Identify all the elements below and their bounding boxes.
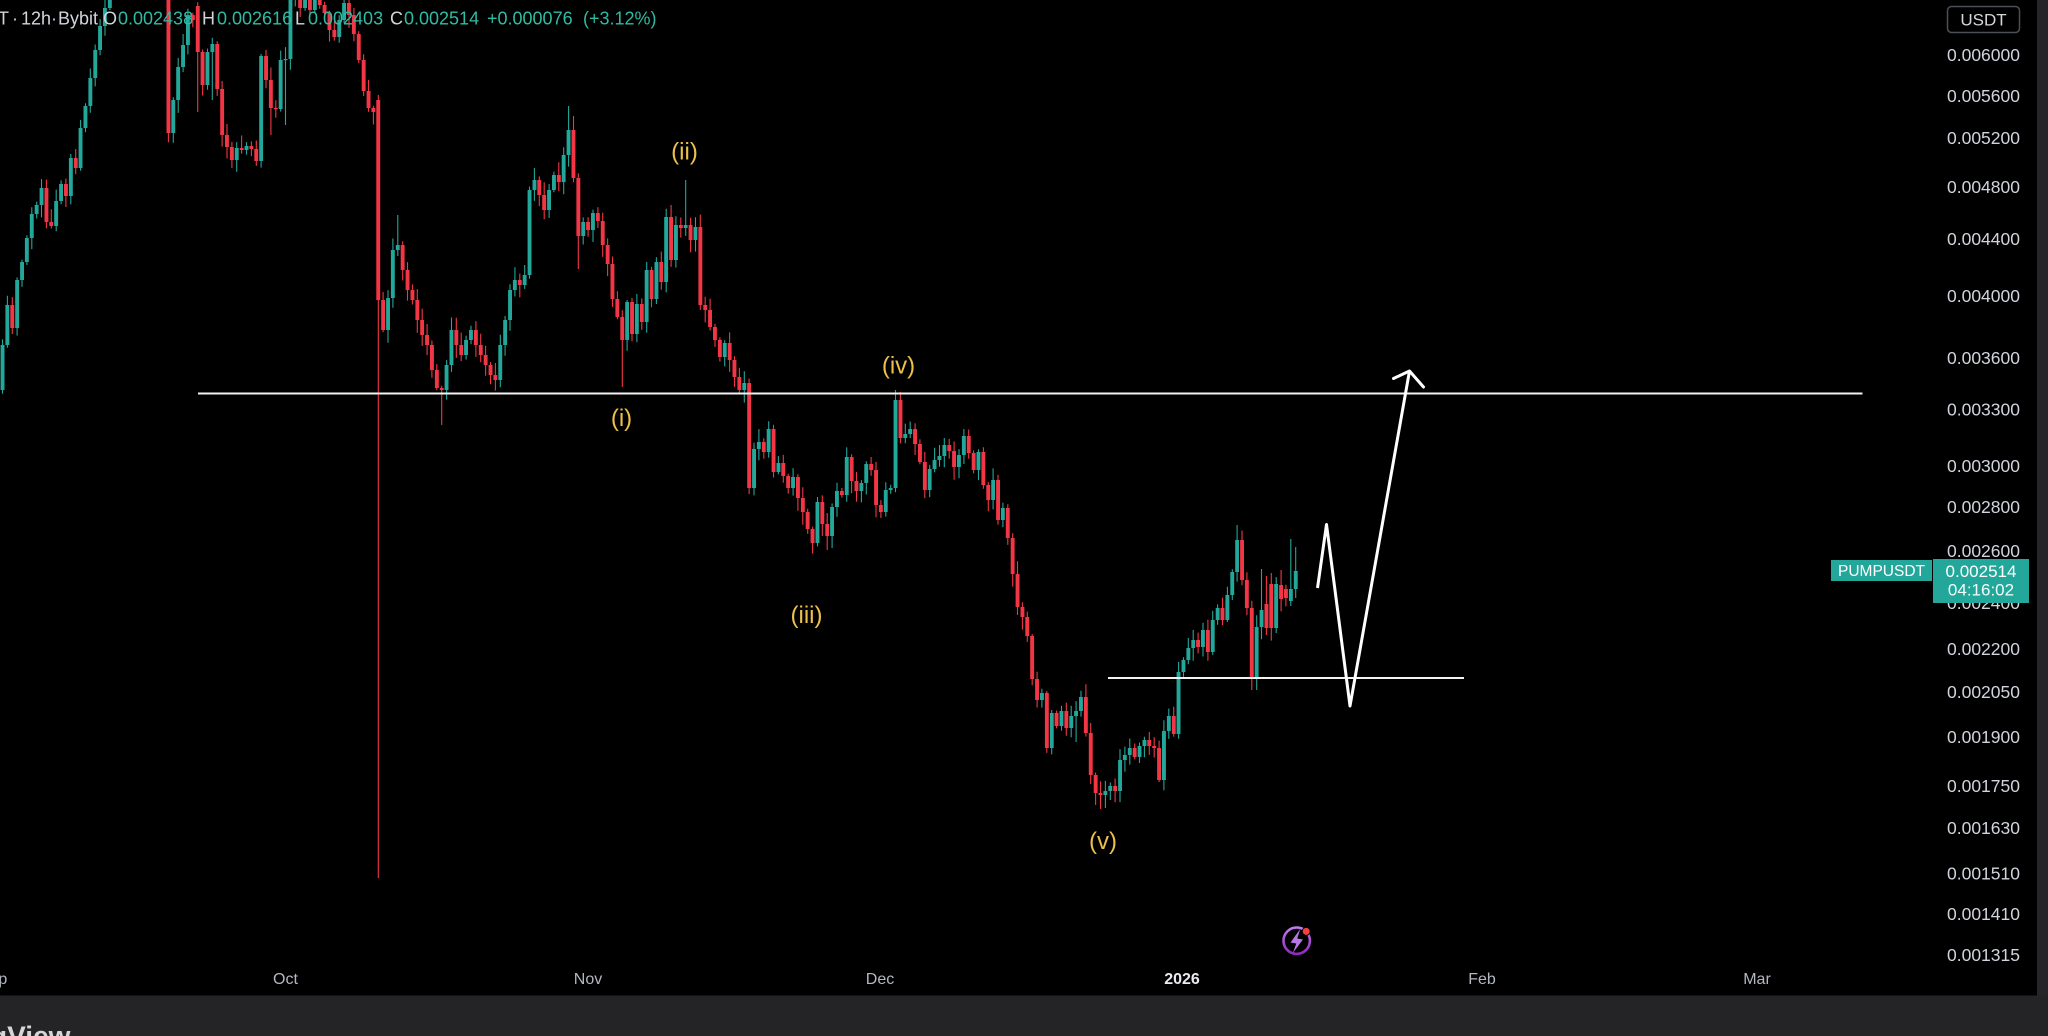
svg-text:H: H	[202, 9, 215, 29]
svg-text:0.002200: 0.002200	[1947, 639, 2020, 659]
svg-text:·: ·	[12, 9, 18, 29]
svg-text:Oct: Oct	[273, 971, 298, 988]
svg-text:0.002800: 0.002800	[1947, 497, 2020, 517]
svg-text:0.004400: 0.004400	[1947, 229, 2020, 249]
svg-text:+0.000076: +0.000076	[487, 9, 573, 29]
svg-text:Dec: Dec	[866, 971, 894, 988]
svg-text:L: L	[295, 9, 305, 29]
svg-text:0.002616: 0.002616	[217, 9, 292, 29]
svg-text:0.002438: 0.002438	[118, 9, 193, 29]
svg-text:04:16:02: 04:16:02	[1948, 581, 2014, 600]
svg-text:0.006000: 0.006000	[1947, 45, 2020, 65]
svg-text:C: C	[390, 9, 403, 29]
svg-text:0.004800: 0.004800	[1947, 177, 2020, 197]
svg-text:0.004000: 0.004000	[1947, 286, 2020, 306]
svg-text:(ii): (ii)	[671, 139, 698, 166]
svg-text:0.001315: 0.001315	[1947, 945, 2020, 965]
svg-text:0.001750: 0.001750	[1947, 776, 2020, 796]
svg-text:0.002514: 0.002514	[404, 9, 479, 29]
svg-text:Bybit: Bybit	[58, 9, 98, 29]
svg-text:0.001900: 0.001900	[1947, 727, 2020, 747]
svg-text:0.005200: 0.005200	[1947, 128, 2020, 148]
svg-text:Feb: Feb	[1468, 971, 1496, 988]
svg-text:0.003000: 0.003000	[1947, 456, 2020, 476]
svg-text:0.001510: 0.001510	[1947, 864, 2020, 884]
svg-text:·: ·	[51, 9, 57, 29]
svg-text:TradingView: TradingView	[0, 1021, 71, 1036]
svg-text:O: O	[103, 9, 117, 29]
svg-text:PUMPUSDT: PUMPUSDT	[1838, 563, 1926, 580]
svg-text:12h: 12h	[21, 9, 51, 29]
svg-text:0.005600: 0.005600	[1947, 86, 2020, 106]
svg-text:(iv): (iv)	[882, 353, 915, 380]
svg-text:(+3.12%): (+3.12%)	[583, 9, 657, 29]
svg-text:0.002050: 0.002050	[1947, 682, 2020, 702]
svg-text:(i): (i)	[611, 405, 632, 432]
svg-text:USDT: USDT	[1960, 11, 2006, 30]
svg-text:T: T	[0, 9, 9, 29]
svg-text:Mar: Mar	[1743, 971, 1771, 988]
svg-text:Nov: Nov	[574, 971, 602, 988]
svg-text:0.001410: 0.001410	[1947, 904, 2020, 924]
svg-text:0.003600: 0.003600	[1947, 348, 2020, 368]
svg-text:0.002403: 0.002403	[308, 9, 383, 29]
svg-text:(iii): (iii)	[791, 602, 823, 629]
svg-text:0.002600: 0.002600	[1947, 541, 2020, 561]
svg-text:Sep: Sep	[0, 971, 7, 988]
svg-text:0.003300: 0.003300	[1947, 400, 2020, 420]
svg-text:2026: 2026	[1164, 971, 1200, 988]
svg-text:(v): (v)	[1089, 828, 1117, 855]
svg-text:0.002514: 0.002514	[1946, 562, 2017, 581]
svg-text:0.001630: 0.001630	[1947, 818, 2020, 838]
